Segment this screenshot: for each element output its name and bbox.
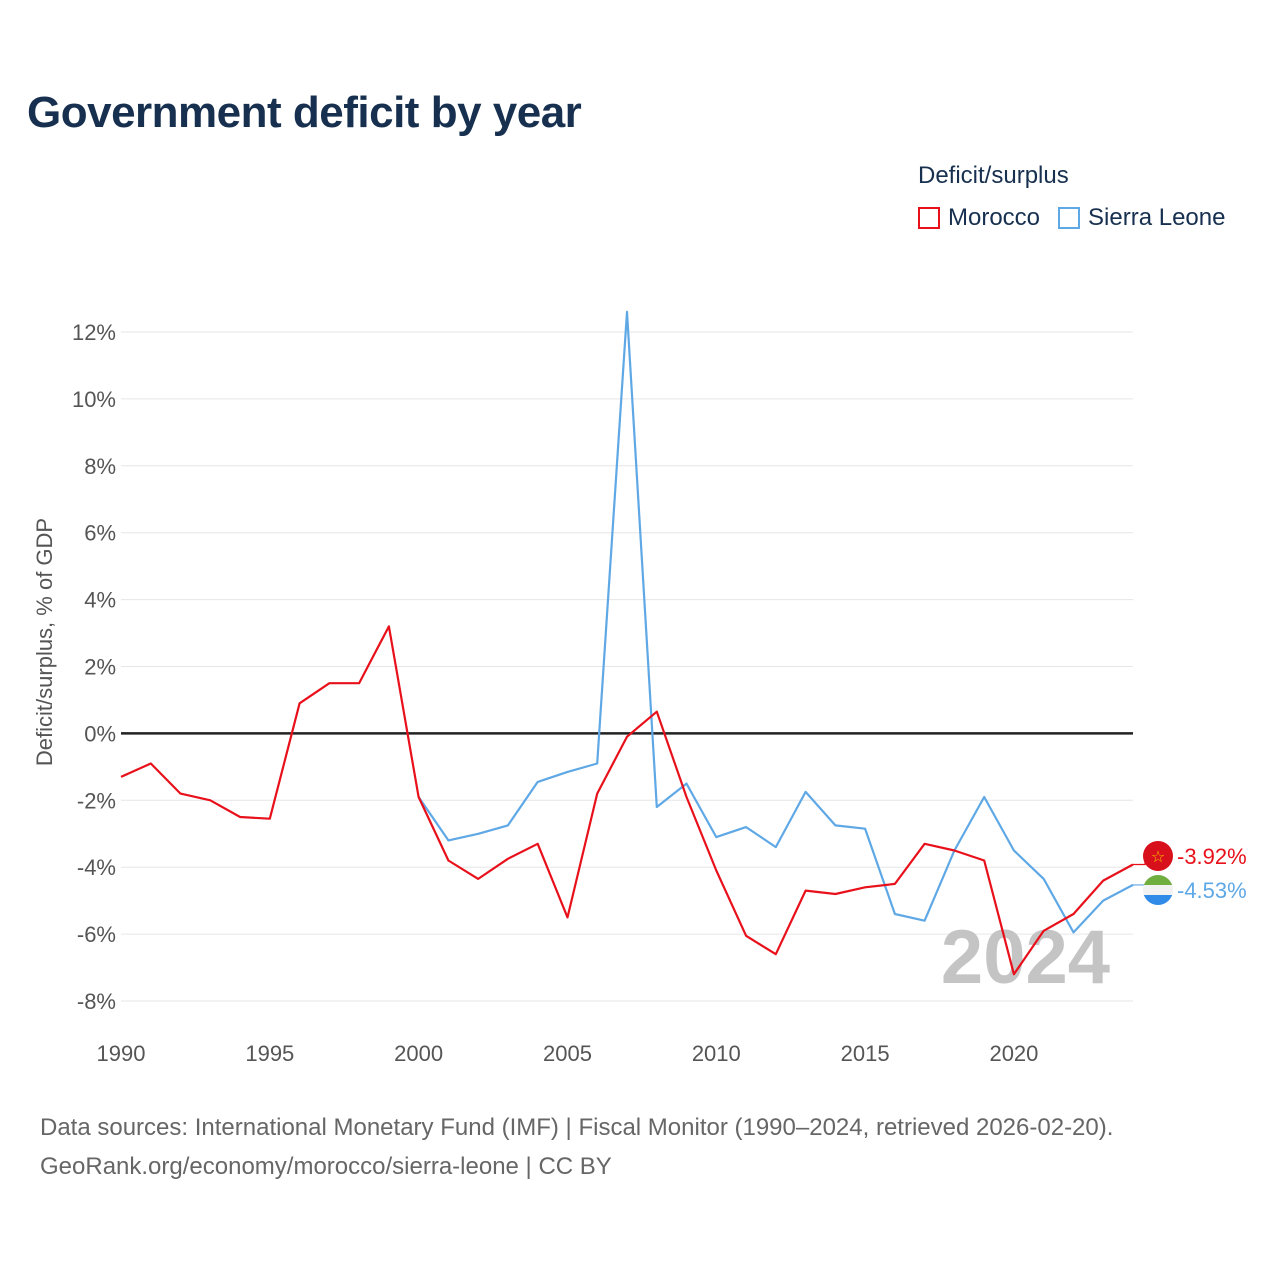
y-tick-label: -4% xyxy=(77,855,116,880)
x-tick-label: 1990 xyxy=(97,1041,146,1066)
legend: Morocco Sierra Leone xyxy=(918,204,1243,232)
flag-icon-sierra-leone xyxy=(1143,875,1173,905)
y-tick-label: 12% xyxy=(72,320,116,345)
series-lines xyxy=(120,310,1134,976)
y-tick-label: 6% xyxy=(84,521,116,546)
source-line-2[interactable]: GeoRank.org/economy/morocco/sierra-leone… xyxy=(40,1153,612,1180)
y-axis-label: Deficit/surplus, % of GDP xyxy=(32,518,57,766)
source-line-1: Data sources: International Monetary Fun… xyxy=(40,1114,1114,1141)
x-tick-label: 2015 xyxy=(841,1041,890,1066)
x-tick-label: 2020 xyxy=(989,1041,1038,1066)
flag-stripe-blue xyxy=(1143,895,1173,905)
y-axis-ticks: 12% 10% 8% 6% 4% 2% 0% -2% -4% -6% -8% xyxy=(72,320,116,1014)
legend-title: Deficit/surplus xyxy=(918,162,1069,189)
x-tick-label: 2000 xyxy=(394,1041,443,1066)
x-tick-label: 2005 xyxy=(543,1041,592,1066)
x-tick-label: 2010 xyxy=(692,1041,741,1066)
chart-title: Government deficit by year xyxy=(27,88,582,137)
star-icon: ☆ xyxy=(1151,849,1165,866)
end-value-label-sierra-leone: -4.53% xyxy=(1177,878,1247,903)
flag-icon-morocco xyxy=(1143,841,1173,871)
end-value-label-morocco: -3.92% xyxy=(1177,844,1247,869)
x-axis-ticks: 1990 1995 2000 2005 2010 2015 2020 xyxy=(97,1041,1039,1066)
y-tick-label: -8% xyxy=(77,989,116,1014)
y-tick-label: -6% xyxy=(77,922,116,947)
legend-item-morocco[interactable]: Morocco xyxy=(918,204,1040,232)
y-tick-label: 4% xyxy=(84,588,116,613)
y-tick-label: 2% xyxy=(84,655,116,680)
series-line-morocco xyxy=(120,625,1134,976)
y-tick-label: 0% xyxy=(84,721,116,746)
y-tick-label: -2% xyxy=(77,788,116,813)
legend-label-sierra-leone: Sierra Leone xyxy=(1088,204,1226,231)
x-tick-label: 1995 xyxy=(245,1041,294,1066)
series-line-sierra-leone xyxy=(417,310,1134,934)
data-source: Data sources: International Monetary Fun… xyxy=(40,1108,1113,1186)
legend-swatch-morocco xyxy=(918,207,940,229)
flag-stripe-green xyxy=(1143,875,1173,885)
y-tick-label: 10% xyxy=(72,387,116,412)
y-tick-label: 8% xyxy=(84,454,116,479)
end-markers: ☆ -3.92% -4.53% xyxy=(1133,841,1247,905)
gridlines xyxy=(121,331,1133,1002)
legend-swatch-sierra-leone xyxy=(1058,207,1081,229)
legend-label-morocco: Morocco xyxy=(948,204,1041,231)
flag-stripe-white xyxy=(1143,885,1173,895)
legend-item-sierra-leone[interactable]: Sierra Leone xyxy=(1058,204,1225,232)
